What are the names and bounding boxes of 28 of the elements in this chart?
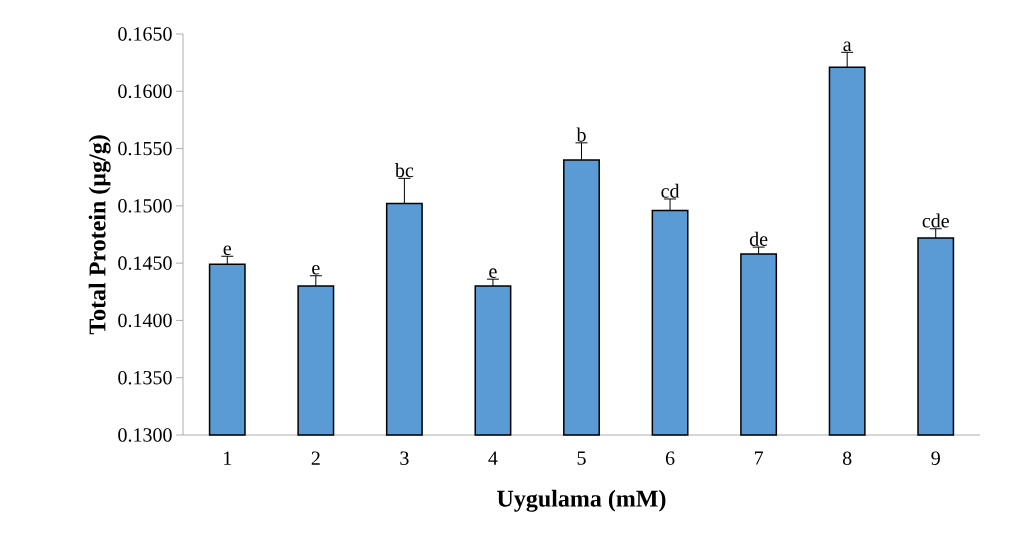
x-tick-label: 3 xyxy=(400,451,409,465)
annotation: e xyxy=(489,268,497,278)
annotation: de xyxy=(749,231,768,246)
x-tick-label: 5 xyxy=(577,451,586,465)
x-tick-label: 7 xyxy=(754,451,764,465)
annotation: cde xyxy=(922,213,949,228)
y-tick-label: 0.1550 xyxy=(118,141,172,156)
y-tick-label: 0.1650 xyxy=(118,27,172,41)
x-tick-label: 9 xyxy=(931,451,940,465)
y-tick-label: 0.1400 xyxy=(118,313,172,328)
annotation: a xyxy=(843,41,852,52)
y-axis-title: Total Protein (µg/g) xyxy=(88,135,111,335)
annotation: bc xyxy=(394,163,414,178)
x-tick-label: 8 xyxy=(842,451,852,466)
annotation: e xyxy=(223,245,232,256)
annotation: cd xyxy=(661,183,680,198)
y-tick-label: 0.1300 xyxy=(118,428,172,442)
y-tick-label: 0.1350 xyxy=(118,370,172,385)
y-tick-label: 0.1600 xyxy=(118,84,172,99)
x-tick-label: 4 xyxy=(488,451,498,465)
annotation: e xyxy=(312,264,320,275)
y-tick-label: 0.1500 xyxy=(118,199,172,213)
x-axis-title: Uygulama (mM) xyxy=(497,489,666,512)
x-tick-label: 2 xyxy=(311,451,320,465)
x-tick-label: 1 xyxy=(224,451,232,465)
y-tick-label: 0.1450 xyxy=(118,256,172,270)
annotation: b xyxy=(576,127,586,142)
x-tick-label: 6 xyxy=(665,451,675,465)
